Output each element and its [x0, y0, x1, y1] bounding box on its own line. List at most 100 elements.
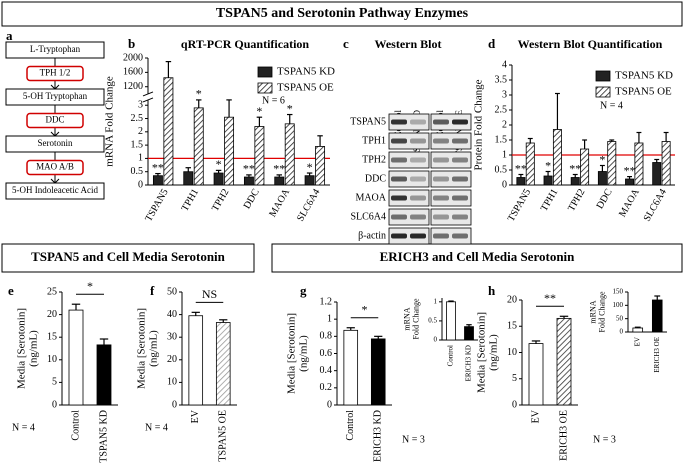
y-tick-label: 0 — [138, 179, 143, 190]
legend-swatch — [257, 82, 273, 94]
blot-strip — [388, 170, 430, 188]
blot-band — [391, 176, 407, 182]
bar — [163, 77, 174, 186]
y-tick-label: 0 — [512, 399, 517, 410]
blot-band — [433, 233, 449, 239]
y-tick-label: 1 — [327, 313, 332, 324]
protein-label: β-actin — [358, 230, 386, 241]
bar — [224, 116, 235, 186]
y-tick-label: 1200 — [123, 81, 143, 92]
bar — [516, 177, 526, 186]
y-tick-label: 2.5 — [495, 104, 508, 115]
x-tick-label: TSPAN5 — [506, 187, 533, 223]
significance-label: ** — [624, 163, 636, 177]
y-tick-label: 0 — [434, 336, 438, 344]
y-axis-label: Fold Change — [411, 298, 420, 340]
y-tick-label: 1.2 — [320, 296, 333, 307]
blot-strip — [430, 151, 472, 169]
bar — [68, 309, 84, 406]
y-tick-label: 0.4 — [320, 365, 333, 376]
bar — [304, 175, 315, 186]
blot-strip — [430, 170, 472, 188]
y-axis-label: (ng/mL) — [28, 330, 40, 367]
panel-label: b — [128, 36, 135, 51]
axis-break-mark — [142, 97, 154, 103]
y-tick-label: 20 — [167, 354, 177, 365]
comparison-label: * — [362, 303, 368, 317]
y-tick-label: 2 — [502, 119, 507, 130]
y-tick-label: 30 — [167, 331, 177, 342]
y-tick-label: 0 — [327, 399, 332, 410]
significance-label: * — [599, 152, 605, 166]
significance-label: ** — [569, 161, 581, 175]
y-axis-label: Protein Fold Change — [473, 79, 485, 170]
y-tick-label: 25 — [47, 286, 57, 297]
x-tick-label: SLC6A4 — [642, 187, 669, 223]
axis-break — [143, 93, 153, 100]
y-axis-label: Media [Serotonin] — [16, 308, 28, 389]
significance-label: ** — [152, 160, 164, 174]
bar — [274, 176, 285, 186]
y-tick-label: 0.2 — [320, 382, 333, 393]
y-tick-label: 1 — [502, 149, 507, 160]
blot-band — [433, 138, 449, 144]
legend-swatch — [257, 66, 273, 78]
bar — [552, 129, 562, 186]
blot-band — [410, 195, 426, 201]
y-axis-label: (ng/mL) — [488, 334, 500, 371]
panel-label: h — [488, 283, 496, 298]
sample-size-note: N = 4 — [600, 100, 623, 111]
y-axis-label: Fold Change — [597, 291, 606, 333]
x-tick-label: EV — [530, 409, 541, 423]
blot-strip — [430, 189, 472, 207]
blot-band — [452, 176, 468, 182]
y-tick-label: 150 — [613, 288, 624, 296]
bar — [96, 344, 112, 406]
y-tick-label: 1 — [434, 297, 438, 305]
bar — [284, 123, 295, 186]
y-tick-label: 3 — [138, 100, 143, 111]
bar — [188, 315, 204, 406]
bar — [661, 141, 671, 186]
enzyme-label: TPH 1/2 — [40, 68, 71, 78]
metabolite-label: 5-OH Tryptophan — [23, 91, 88, 101]
blot-band — [433, 119, 449, 125]
blot-band — [433, 176, 449, 182]
y-tick-label: 2 — [138, 126, 143, 137]
y-tick-label: 10 — [167, 377, 177, 388]
y-tick-label: 10 — [507, 347, 517, 358]
legend-label: TSPAN5 KD — [277, 66, 335, 78]
chart-title: qRT-PCR Quantification — [181, 37, 309, 51]
x-tick-label: MAOA — [617, 186, 642, 219]
metabolite-box — [5, 182, 105, 200]
enzyme-label: MAO A/B — [36, 162, 74, 172]
bar — [556, 317, 572, 406]
blot-band — [433, 214, 449, 220]
y-tick-label: 40 — [167, 309, 177, 320]
sample-size-note: N = 6 — [262, 95, 285, 106]
figure-title: TSPAN5 and Serotonin Pathway Enzymes — [216, 6, 469, 21]
x-tick-label: TSPAN5 OE — [218, 410, 229, 462]
blot-band — [433, 195, 449, 201]
x-tick-label: TPH2 — [566, 187, 587, 213]
bar — [528, 343, 544, 406]
x-tick-label: SLC6A4 — [295, 187, 322, 223]
significance-label: * — [216, 157, 222, 171]
enzyme-box — [26, 65, 84, 82]
y-tick-label: 0 — [620, 328, 624, 336]
x-tick-label: EV — [633, 337, 641, 346]
bar — [625, 178, 635, 186]
sample-size-note: N = 3 — [593, 434, 616, 445]
blot-band — [452, 195, 468, 201]
y-tick-label: 50 — [616, 314, 624, 322]
significance-label: * — [256, 104, 262, 118]
y-axis-label: (ng/mL) — [148, 330, 160, 367]
protein-label: TSPAN5 — [350, 116, 386, 127]
bar — [607, 141, 617, 186]
y-tick-label: 4 — [502, 59, 507, 70]
comparison-label: ** — [544, 291, 556, 305]
protein-label: MAOA — [355, 192, 386, 203]
y-axis-label: Media [Serotonin] — [136, 308, 148, 389]
blot-strip — [430, 208, 472, 226]
y-tick-label: 15 — [507, 321, 517, 332]
